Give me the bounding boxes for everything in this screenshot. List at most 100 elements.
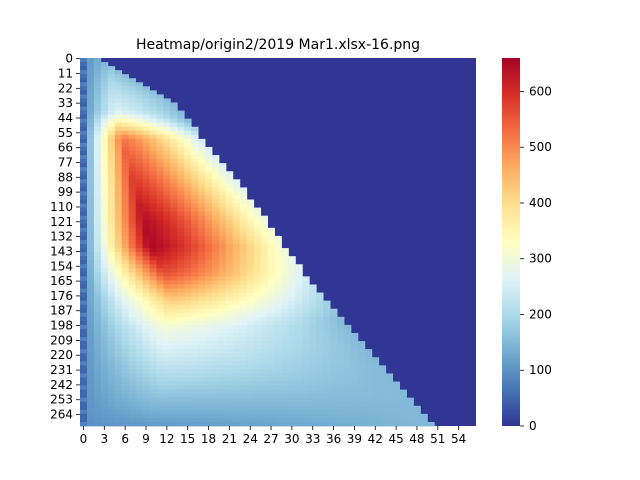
heatmap-cell — [114, 381, 123, 386]
heatmap-cell — [212, 405, 220, 411]
heatmap-cell — [107, 146, 116, 152]
heatmap-cell — [205, 207, 213, 213]
heatmap-cell — [142, 341, 150, 346]
heatmap-cell — [100, 106, 109, 111]
heatmap-cell — [225, 272, 234, 277]
heatmap-cell — [135, 312, 143, 318]
heatmap-cell — [177, 191, 185, 196]
heatmap-cell — [205, 227, 213, 233]
heatmap-cell — [364, 361, 373, 366]
heatmap-cell — [121, 102, 130, 107]
heatmap-cell — [239, 373, 248, 378]
heatmap-cell — [177, 215, 185, 221]
heatmap-cell — [114, 296, 123, 302]
heatmap-cell — [198, 349, 206, 354]
heatmap-cell — [239, 284, 248, 289]
heatmap-cell — [86, 191, 95, 196]
heatmap-cell — [371, 417, 380, 423]
heatmap-cell — [198, 357, 206, 362]
heatmap-cell — [80, 191, 88, 196]
heatmap-cell — [205, 215, 213, 221]
heatmap-cell — [135, 296, 143, 302]
heatmap-cell — [191, 191, 199, 196]
heatmap-cell — [253, 353, 262, 358]
heatmap-cell — [107, 199, 116, 204]
heatmap-cell — [344, 377, 352, 382]
heatmap-cell — [93, 304, 102, 310]
heatmap-cell — [399, 405, 407, 411]
heatmap-cell — [114, 134, 123, 140]
heatmap-cell — [212, 231, 220, 237]
heatmap-cell — [239, 341, 248, 346]
heatmap-cell — [177, 179, 185, 184]
heatmap-cell — [156, 122, 164, 128]
heatmap-cell — [149, 369, 157, 374]
heatmap-cell — [267, 417, 275, 423]
heatmap-cell — [86, 110, 95, 116]
heatmap-cell — [218, 341, 227, 346]
heatmap-cell — [205, 155, 213, 160]
y-tick-label: 44 — [58, 111, 73, 125]
heatmap-cell — [212, 171, 220, 176]
heatmap-cell — [267, 361, 275, 366]
heatmap-cell — [93, 138, 102, 144]
heatmap-cell — [163, 183, 171, 188]
heatmap-cell — [163, 316, 171, 322]
heatmap-cell — [163, 337, 171, 342]
heatmap-cell — [198, 203, 206, 209]
heatmap-cell — [323, 393, 331, 399]
heatmap-cell — [246, 385, 255, 390]
heatmap-cell — [177, 134, 185, 140]
heatmap-cell — [253, 288, 262, 293]
heatmap-cell — [163, 397, 171, 403]
heatmap-cell — [142, 252, 150, 257]
heatmap-cell — [163, 357, 171, 362]
heatmap-cell — [295, 349, 303, 354]
heatmap-cell — [135, 341, 143, 346]
heatmap-cell — [212, 264, 220, 269]
heatmap-cell — [274, 421, 282, 427]
heatmap-cell — [288, 361, 296, 366]
heatmap-cell — [163, 110, 171, 116]
heatmap-cell — [135, 94, 143, 99]
heatmap-cell — [100, 183, 109, 188]
heatmap-cell — [302, 373, 310, 378]
heatmap-cell — [246, 239, 255, 245]
heatmap-cell — [135, 377, 143, 382]
heatmap-cell — [337, 413, 345, 419]
heatmap-cell — [135, 373, 143, 378]
heatmap-cell — [121, 280, 130, 285]
heatmap-cell — [323, 369, 331, 374]
heatmap-cell — [149, 304, 157, 310]
heatmap-cell — [281, 357, 289, 362]
heatmap-cell — [212, 215, 220, 221]
heatmap-cell — [309, 320, 317, 326]
heatmap-cell — [232, 211, 241, 217]
heatmap-cell — [114, 421, 123, 427]
heatmap-cell — [156, 377, 164, 382]
heatmap-cell — [191, 126, 199, 132]
heatmap-cell — [163, 151, 171, 156]
heatmap-cell — [260, 304, 268, 310]
heatmap-cell — [378, 413, 387, 419]
heatmap-cell — [163, 146, 171, 152]
heatmap-cell — [260, 365, 268, 370]
heatmap-cell — [198, 316, 206, 322]
heatmap-cell — [225, 239, 234, 245]
heatmap-cell — [295, 421, 303, 427]
heatmap-cell — [260, 300, 268, 306]
heatmap-cell — [121, 231, 130, 237]
heatmap-cell — [93, 397, 102, 403]
heatmap-cell — [302, 401, 310, 407]
heatmap-cell — [149, 260, 157, 265]
heatmap-cell — [156, 231, 164, 237]
heatmap-cell — [218, 227, 227, 233]
heatmap-cell — [212, 345, 220, 350]
heatmap-cell — [205, 146, 213, 152]
heatmap-cell — [225, 207, 234, 213]
heatmap-cell — [170, 110, 178, 116]
heatmap-cell — [149, 292, 157, 297]
heatmap-cell — [225, 312, 234, 318]
heatmap-cell — [302, 417, 310, 423]
heatmap-cell — [163, 171, 171, 176]
